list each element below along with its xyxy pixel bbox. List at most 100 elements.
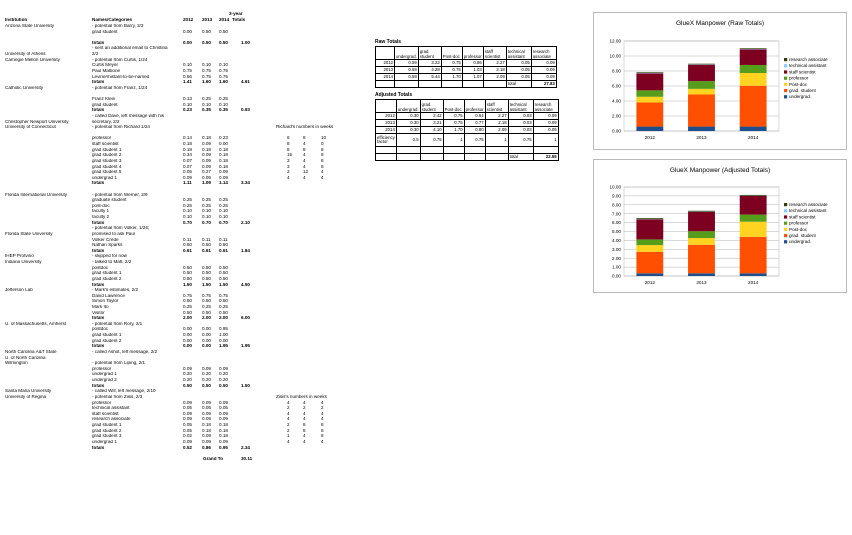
value-2014-cell: 0.70	[219, 219, 228, 225]
value-cell: 0.09	[532, 126, 559, 134]
y-tick-label: 10.00	[610, 54, 622, 59]
value-cell: 0.86	[461, 59, 484, 67]
value-2012-cell: 0.52	[183, 444, 192, 450]
name-cell: research associate	[92, 417, 131, 422]
weeks-cell: 4	[303, 410, 306, 416]
value-2013-cell: 0.50	[202, 264, 211, 270]
value-cell: 0.30	[395, 112, 421, 120]
value-2012-cell: 0.75	[183, 67, 192, 73]
value-cell: 0.30	[395, 126, 421, 134]
value-2012-cell: 0.00	[183, 28, 192, 34]
y-tick-label: 3.00	[612, 247, 621, 252]
weeks-cell: 4	[303, 163, 306, 169]
value-2014-cell: 0.05	[219, 405, 228, 411]
value-2013-cell: 0.61	[202, 247, 211, 253]
three-year-total-cell: 3.34	[241, 180, 250, 186]
value-cell: 2.09	[484, 126, 509, 134]
value-2013-cell: 0.25	[202, 304, 211, 309]
value-2014-cell: 0.10	[219, 62, 228, 68]
value-2013-cell: 0.09	[202, 365, 211, 371]
name-cell: totals	[92, 344, 105, 349]
value-2012-cell: 0.07	[183, 163, 192, 169]
value-cell: 0.77	[463, 119, 486, 127]
name-cell: staff scientist	[92, 411, 119, 416]
three-year-total-cell: 2.10	[241, 219, 250, 225]
weeks-cell: 6	[287, 135, 290, 141]
name-cell: professor	[92, 400, 112, 405]
y-tick-label: 9.00	[612, 194, 621, 199]
value-2013-cell: 0.50	[202, 382, 211, 388]
y-tick-label: 10.00	[610, 185, 622, 190]
name-cell: grad student 1	[92, 423, 122, 428]
value-2014-cell: 0.10	[219, 214, 228, 220]
bar-segment	[636, 273, 664, 276]
name-cell: graduate student	[92, 198, 127, 203]
legend-swatch	[784, 89, 788, 93]
name-cell: undergrad 1	[92, 372, 117, 377]
three-year-total-cell: 4.61	[241, 79, 250, 85]
weeks-cell: 4	[287, 416, 290, 422]
name-cell: grad student 2	[92, 153, 122, 158]
name-cell: postdoc	[92, 327, 109, 332]
institution-cell: U. of Massachusetts, Amherst	[5, 321, 67, 326]
name-cell: grad student	[92, 29, 118, 34]
value-2013-cell: 0.25	[202, 197, 211, 203]
institution-cell: Catholic University	[5, 85, 44, 90]
table-row: 2013 0.30 3.21 0.75 0.77 2.18 0.03 0.09	[375, 119, 559, 127]
empty-cell	[419, 146, 444, 154]
bar-segment	[688, 210, 715, 212]
bar-segment	[739, 195, 767, 215]
value-2012-cell: 0.34	[183, 152, 192, 158]
value-2013-cell: 0.09	[202, 141, 211, 147]
value-cell: 0.09	[530, 66, 557, 74]
adjusted-totals-title: Adjusted Totals	[375, 92, 413, 98]
legend-label: research associate	[789, 202, 828, 207]
bar-segment	[688, 126, 715, 131]
bar-segment	[688, 211, 715, 232]
value-2013-cell: 0.75	[202, 292, 211, 298]
weeks-cell: 3	[287, 157, 290, 163]
value-2013-cell: 0.09	[202, 174, 211, 180]
institution-cell: University of Regina	[5, 394, 47, 399]
three-year-header: 3-year	[229, 11, 243, 16]
institution-cell: Wilmington	[5, 361, 28, 366]
value-2014-cell: 0.75	[219, 292, 228, 298]
name-cell: Mark Ito	[92, 305, 109, 309]
value-2014-cell: 0.50	[219, 275, 228, 281]
weeks-cell: 8	[303, 135, 306, 141]
name-cell: grad student 2	[92, 428, 122, 433]
column-header: professor	[463, 99, 486, 113]
weeks-cell: 8	[321, 422, 324, 428]
y-tick-label: 8.00	[612, 202, 621, 207]
efficiency-cell: 0.5	[395, 133, 421, 147]
column-header: research associate	[530, 46, 557, 60]
institution-cell: University of Connecticut	[5, 125, 56, 130]
bar-segment	[739, 126, 767, 131]
value-2012-cell: 0.05	[183, 422, 192, 428]
raw-totals-table: undergrad. grad. student Post-doc professor…	[375, 46, 557, 88]
year-cell: 2012	[375, 112, 397, 120]
name-cell: totals	[92, 445, 105, 450]
three-year-total-cell: 1.00	[241, 39, 250, 45]
value-2013-cell: 0.09	[202, 433, 211, 439]
weeks-cell: 2	[287, 169, 290, 175]
value-2012-cell: 0.09	[183, 399, 192, 405]
bar-segment	[688, 64, 715, 82]
column-header: research associate	[532, 99, 559, 113]
chart-title: GlueX Manpower (Raw Totals)	[676, 20, 764, 27]
y-tick-label: 0.00	[612, 129, 621, 134]
value-2012-cell: 0.00	[183, 337, 192, 343]
spacer-row	[375, 146, 559, 154]
value-2013-cell: 0.70	[202, 219, 211, 225]
value-2014-cell: 1.50	[219, 281, 228, 287]
value-2013-cell: 0.18	[202, 135, 211, 141]
value-2013-cell: 0.25	[202, 96, 211, 102]
value-2014-cell: 0.50	[219, 39, 228, 45]
weeks-cell: 8	[303, 427, 306, 433]
bar-segment	[636, 239, 664, 246]
y-tick-label: 8.00	[612, 69, 621, 74]
bar-segment	[636, 218, 664, 219]
bar-segment	[739, 48, 767, 49]
name-cell: - potential from Curtis, 1/24	[92, 57, 148, 62]
bar-segment	[739, 49, 767, 65]
